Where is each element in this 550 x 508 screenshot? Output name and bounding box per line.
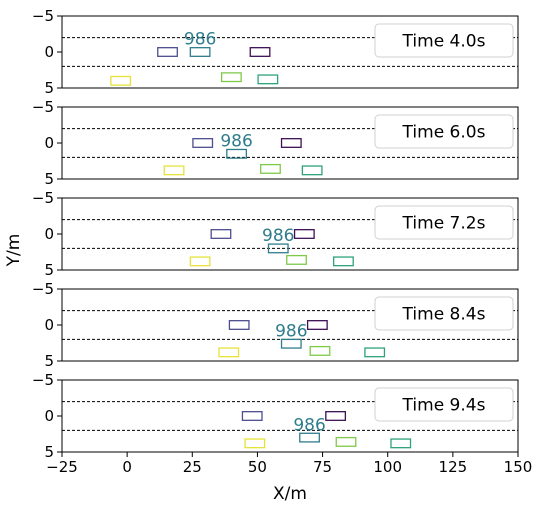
y-tick-label: 0 (44, 134, 54, 152)
vehicle (218, 347, 240, 358)
y-tick-label: 5 (44, 443, 54, 461)
y-tick-label: 0 (44, 43, 54, 61)
tracked-vehicle (226, 148, 248, 159)
time-label: Time 4.0s (402, 32, 486, 52)
y-tick-label: 5 (44, 170, 54, 188)
y-tick-label: −5 (32, 7, 54, 25)
vehicle (210, 229, 232, 239)
panel-5: −5 0 5 986 Time 9.4s (32, 371, 519, 461)
time-box (374, 205, 514, 240)
time-label: Time 8.4s (402, 305, 486, 325)
tracked-id-label: 986 (293, 415, 325, 435)
x-tick-label: −25 (46, 458, 78, 476)
time-box (374, 23, 514, 58)
vehicle (301, 165, 323, 176)
vehicle (157, 47, 178, 57)
vehicle (241, 411, 263, 421)
y-tick-label: 0 (44, 407, 54, 425)
time-box (374, 114, 514, 149)
panel-4: −5 0 5 986 Time 8.4s (32, 280, 519, 370)
tracked-id-label: 986 (220, 131, 252, 151)
vehicle (335, 436, 357, 447)
y-tick-label: 5 (44, 79, 54, 97)
vehicle (390, 438, 412, 449)
panel-3: −5 0 5 986 Time 7.2s (32, 189, 519, 279)
x-tick-label: 100 (373, 458, 402, 476)
vehicle (280, 138, 302, 148)
tracked-id-label: 986 (275, 321, 307, 341)
tracked-vehicle (299, 432, 320, 443)
y-tick-label: −5 (32, 371, 54, 389)
panels-group: −5 0 5 986 Time 4.0s −5 0 5 986 Time 6.0s −5 0 5 986 T… (32, 7, 519, 461)
vehicle (110, 75, 132, 86)
vehicle (220, 72, 242, 83)
vehicle (364, 347, 386, 358)
vehicle (192, 138, 214, 148)
tracked-vehicle (280, 338, 302, 349)
time-label: Time 9.4s (402, 396, 486, 416)
vehicle (244, 438, 266, 449)
vehicle (293, 229, 315, 239)
tracked-id-label: 986 (184, 30, 216, 50)
tracked-id-label: 986 (262, 226, 294, 246)
y-tick-label: 0 (44, 316, 54, 334)
vehicle (306, 320, 328, 330)
y-axis-title: Y/m (4, 234, 24, 268)
x-tick-label: 125 (439, 458, 468, 476)
y-tick-label: −5 (32, 98, 54, 116)
x-axis: −25 0 25 50 75 100 125 150 (46, 452, 532, 476)
tracked-vehicle (267, 243, 289, 254)
vehicle (325, 411, 347, 421)
x-axis-title: X/m (273, 484, 307, 504)
time-label: Time 6.0s (402, 123, 486, 143)
vehicle (163, 165, 185, 176)
x-tick-label: 150 (504, 458, 533, 476)
y-tick-label: 0 (44, 225, 54, 243)
time-box (374, 387, 514, 422)
x-tick-label: 75 (313, 458, 332, 476)
tracked-vehicle (189, 47, 211, 57)
x-tick-label: 25 (183, 458, 202, 476)
vehicle (309, 345, 331, 356)
y-tick-label: −5 (32, 189, 54, 207)
time-label: Time 7.2s (402, 214, 486, 234)
y-tick-label: 5 (44, 261, 54, 279)
vehicle (260, 163, 281, 174)
x-tick-label: 50 (248, 458, 267, 476)
time-box (374, 296, 514, 331)
vehicle (257, 74, 279, 85)
y-tick-label: 5 (44, 352, 54, 370)
x-tick-label: 0 (122, 458, 132, 476)
vehicle (249, 47, 271, 57)
y-tick-label: −5 (32, 280, 54, 298)
vehicle (286, 254, 307, 265)
vehicle (332, 256, 354, 267)
vehicle (189, 256, 211, 267)
panel-1: −5 0 5 986 Time 4.0s (32, 7, 519, 97)
panel-2: −5 0 5 986 Time 6.0s (32, 98, 519, 188)
vehicle (228, 320, 250, 330)
